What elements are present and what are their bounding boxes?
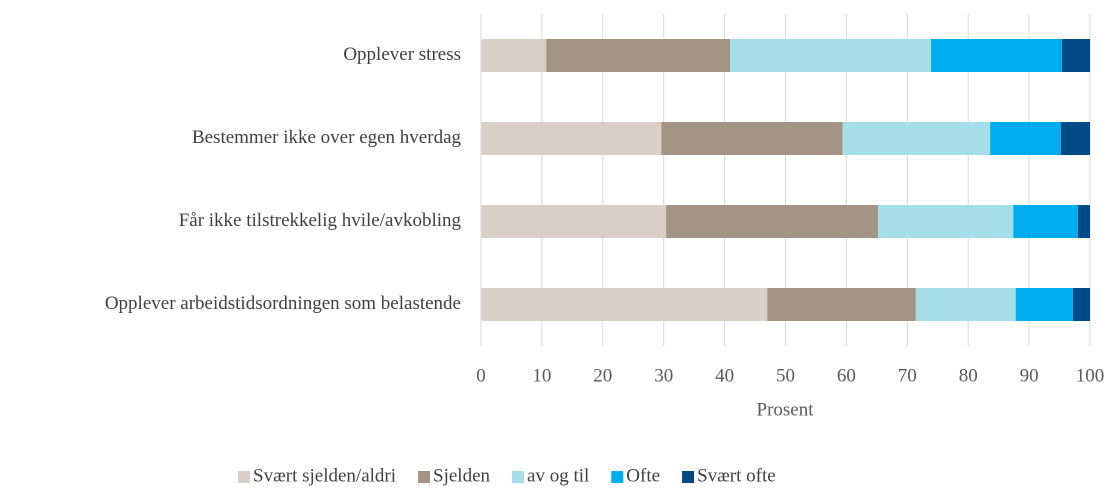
bar-segment [730, 39, 932, 72]
x-tick-label: 100 [1076, 365, 1105, 386]
bar-segment [1013, 205, 1078, 238]
bar-segment [767, 288, 916, 321]
bar-segment [915, 288, 1016, 321]
legend-swatch [682, 471, 695, 483]
legend-label: av og til [527, 465, 589, 486]
bar-segment [1015, 288, 1073, 321]
bar-segment [1072, 288, 1090, 321]
bar-segment [931, 39, 1062, 72]
legend-swatch [238, 471, 250, 483]
bar-segment [481, 39, 547, 72]
x-tick-label: 80 [959, 365, 978, 386]
legend-swatch [512, 471, 525, 483]
bar-segment [990, 122, 1061, 155]
bar-segment [1060, 122, 1090, 155]
legend-label: Ofte [626, 465, 660, 486]
x-tick-label: 60 [837, 365, 856, 386]
x-tick-label: 30 [654, 365, 673, 386]
bar-segment [661, 122, 843, 155]
x-tick-label: 50 [776, 365, 795, 386]
y-tick-label: Får ikke tilstrekkelig hvile/avkobling [179, 210, 462, 231]
bar-segment [481, 122, 662, 155]
bar-segment [1077, 205, 1090, 238]
x-tick-label: 90 [1020, 365, 1039, 386]
bar-segment [842, 122, 991, 155]
x-tick-label: 40 [715, 365, 734, 386]
legend-label: Sjelden [433, 465, 490, 486]
bar-segment [1061, 39, 1090, 72]
x-tick-label: 20 [593, 365, 612, 386]
legend-swatch [611, 471, 624, 483]
x-tick-label: 0 [476, 365, 486, 386]
legend-label: Svært ofte [697, 465, 776, 486]
y-tick-label: Opplever stress [343, 44, 461, 65]
legend-swatch [418, 471, 431, 483]
bar-segment [481, 288, 768, 321]
bar-segment [878, 205, 1014, 238]
x-axis-title: Prosent [757, 399, 815, 420]
bar-segment [546, 39, 731, 72]
y-tick-label: Opplever arbeidstidsordningen som belast… [105, 293, 461, 314]
y-tick-label: Bestemmer ikke over egen hverdag [192, 127, 462, 148]
bar-segment [481, 205, 667, 238]
x-tick-label: 70 [898, 365, 917, 386]
x-tick-label: 10 [532, 365, 551, 386]
legend-label: Svært sjelden/aldri [253, 465, 396, 486]
bar-segment [666, 205, 879, 238]
